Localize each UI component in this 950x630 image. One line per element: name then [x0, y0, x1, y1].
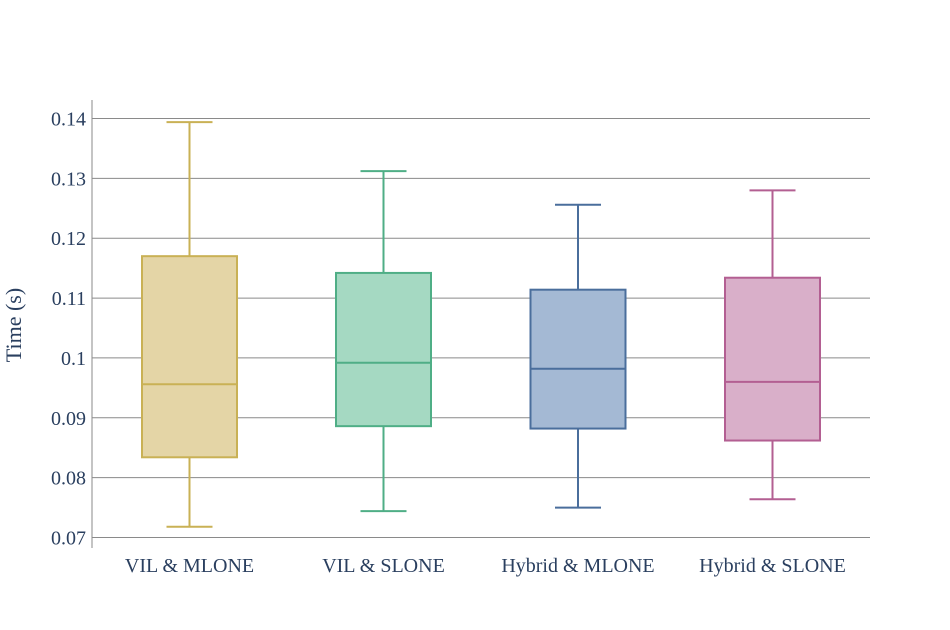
y-tick-label: 0.08: [51, 468, 86, 490]
y-tick-label: 0.14: [51, 109, 86, 131]
x-category-label: VIL & MLONE: [125, 555, 254, 577]
iqr-box: [724, 276, 821, 442]
y-tick-label: 0.12: [51, 228, 86, 250]
boxes: [141, 121, 821, 528]
x-category-label: Hybrid & SLONE: [699, 555, 846, 577]
y-tick-label: 0.09: [51, 408, 86, 430]
box-group: [141, 121, 238, 528]
y-tick-label: 0.1: [61, 348, 86, 370]
box-group: [724, 189, 821, 501]
x-category-label: VIL & SLONE: [322, 555, 445, 577]
x-category-label: Hybrid & MLONE: [501, 555, 654, 577]
labels: 0.07 0.08 0.09 0.1 0.11 0.12 0.13 0.14 VIL & MLO…: [51, 109, 846, 578]
iqr-box: [141, 255, 238, 459]
iqr-box: [335, 271, 432, 428]
iqr-box: [529, 288, 627, 430]
box-group: [335, 170, 432, 513]
y-tick-label: 0.13: [51, 168, 86, 190]
box-group: [529, 203, 627, 509]
y-axis-title: Time (s): [1, 288, 26, 362]
y-tick-label: 0.11: [52, 288, 86, 310]
y-tick-label: 0.07: [51, 528, 86, 550]
